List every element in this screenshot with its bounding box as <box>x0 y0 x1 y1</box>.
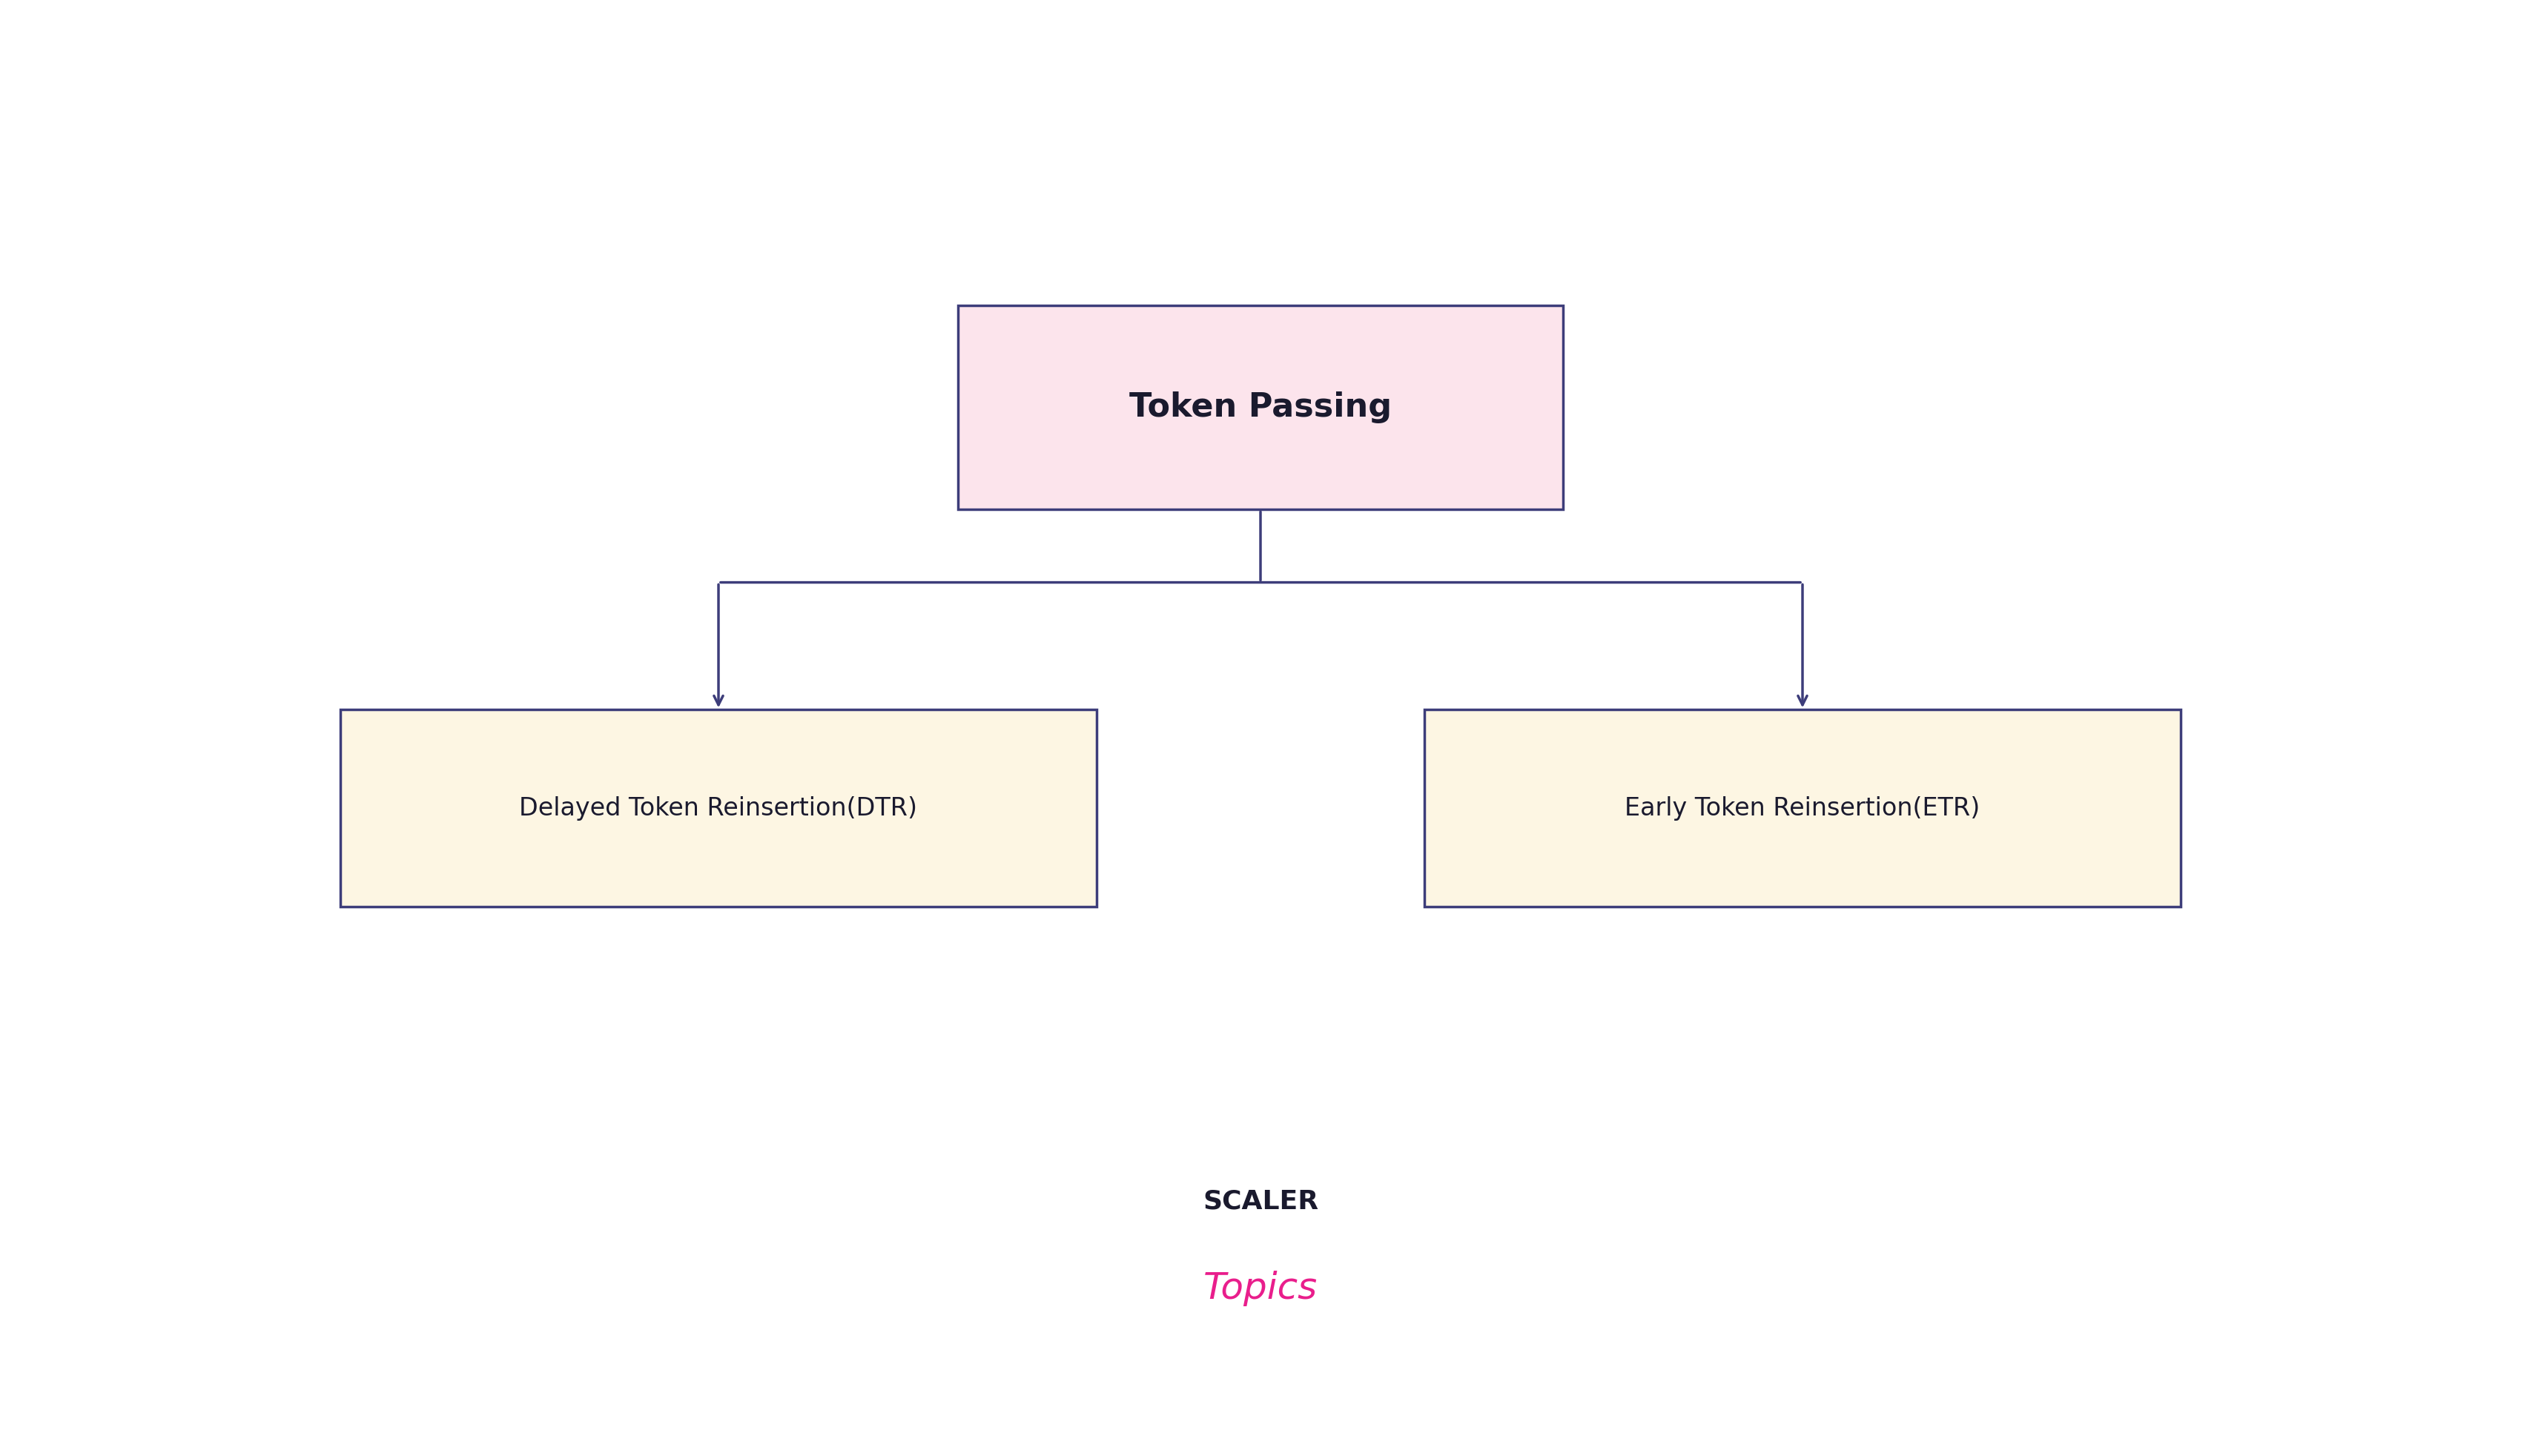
Text: Early Token Reinsertion(ETR): Early Token Reinsertion(ETR) <box>1626 796 1979 820</box>
FancyBboxPatch shape <box>1424 711 2181 906</box>
Text: Token Passing: Token Passing <box>1129 392 1392 424</box>
Text: Delayed Token Reinsertion(DTR): Delayed Token Reinsertion(DTR) <box>519 796 918 820</box>
Text: SCALER: SCALER <box>1203 1188 1318 1214</box>
FancyBboxPatch shape <box>958 306 1563 510</box>
Text: Topics: Topics <box>1203 1271 1318 1306</box>
FancyBboxPatch shape <box>340 711 1097 906</box>
